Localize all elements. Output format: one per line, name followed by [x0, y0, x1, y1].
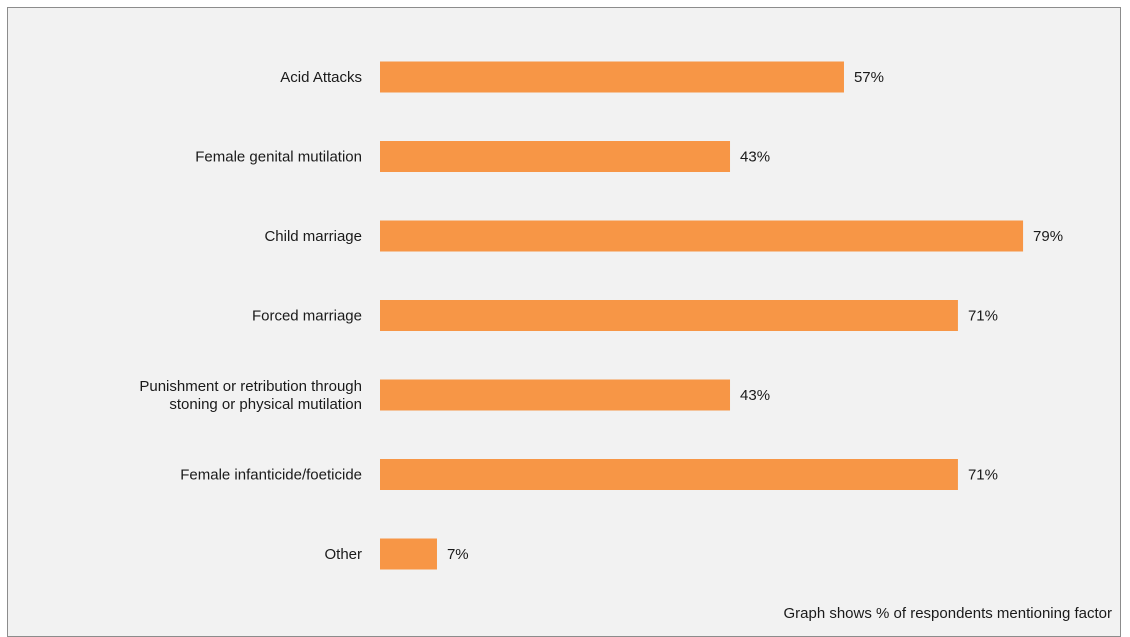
category-label-5: Female infanticide/foeticide: [180, 467, 362, 484]
value-label-2: 79%: [1033, 228, 1063, 245]
bar-5: [380, 459, 958, 490]
chart-footnote: Graph shows % of respondents mentioning …: [783, 605, 1112, 622]
bar-3: [380, 300, 958, 331]
category-label-0: Acid Attacks: [280, 69, 362, 86]
category-label-6: Other: [324, 546, 362, 563]
value-label-0: 57%: [854, 69, 884, 86]
category-label-1: Female genital mutilation: [195, 149, 362, 166]
category-label-4-line-0: Punishment or retribution through: [139, 378, 362, 395]
category-label-4-line-1: stoning or physical mutilation: [169, 396, 362, 413]
value-label-5: 71%: [968, 467, 998, 484]
bar-0: [380, 61, 844, 93]
bar-1: [380, 141, 731, 172]
bar-4: [380, 379, 731, 411]
category-label-3: Forced marriage: [252, 308, 362, 325]
value-label-1: 43%: [740, 149, 770, 166]
value-label-6: 7%: [447, 546, 469, 563]
value-label-3: 71%: [968, 308, 998, 325]
value-label-4: 43%: [740, 387, 770, 404]
bar-6: [380, 538, 437, 570]
bar-2: [380, 220, 1024, 252]
category-label-2: Child marriage: [264, 228, 362, 245]
